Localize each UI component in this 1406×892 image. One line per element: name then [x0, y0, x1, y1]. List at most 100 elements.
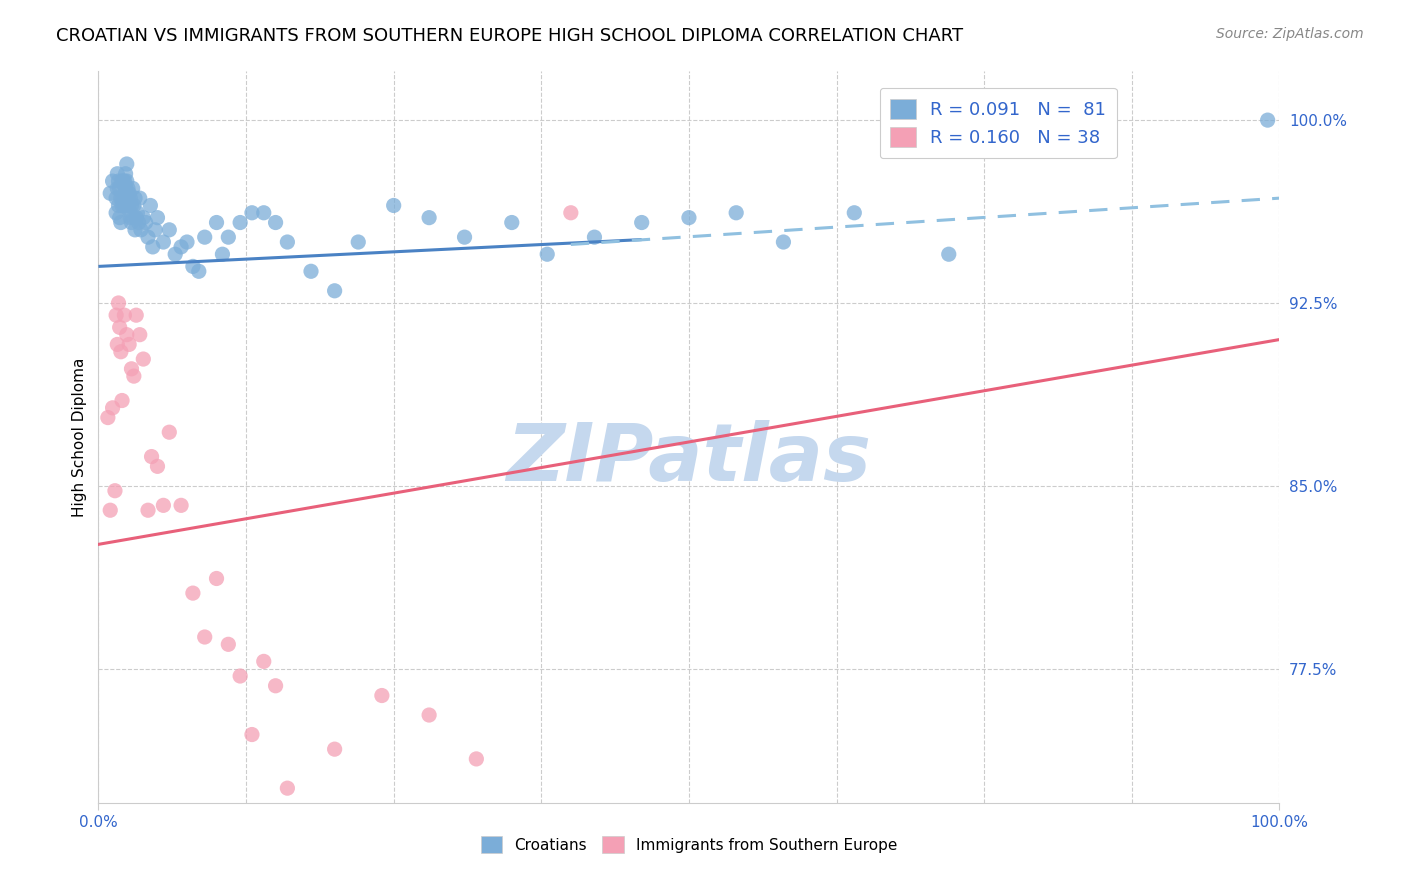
- Point: [112, 186, 135, 201]
- Point: [132, 211, 155, 225]
- Point: [125, 211, 148, 225]
- Point: [240, 206, 263, 220]
- Point: [560, 206, 582, 220]
- Point: [152, 499, 174, 513]
- Point: [418, 211, 440, 225]
- Point: [108, 320, 131, 334]
- Point: [323, 284, 346, 298]
- Point: [98, 503, 121, 517]
- Point: [111, 174, 134, 188]
- Point: [211, 247, 233, 261]
- Point: [146, 459, 169, 474]
- Point: [105, 308, 128, 322]
- Point: [276, 235, 298, 249]
- Point: [121, 198, 143, 212]
- Point: [108, 181, 131, 195]
- Point: [115, 191, 138, 205]
- Point: [276, 781, 298, 796]
- Point: [97, 410, 120, 425]
- Point: [465, 752, 488, 766]
- Point: [418, 708, 440, 723]
- Point: [101, 401, 124, 415]
- Point: [536, 247, 558, 261]
- Point: [152, 235, 174, 249]
- Point: [118, 337, 141, 351]
- Point: [181, 260, 204, 274]
- Point: [110, 215, 132, 229]
- Point: [583, 230, 606, 244]
- Point: [253, 206, 276, 220]
- Point: [127, 206, 149, 220]
- Point: [205, 215, 228, 229]
- Point: [142, 240, 165, 254]
- Point: [124, 223, 146, 237]
- Point: [139, 198, 162, 212]
- Point: [141, 450, 163, 464]
- Point: [124, 191, 146, 205]
- Point: [115, 327, 138, 342]
- Point: [107, 198, 129, 212]
- Point: [128, 215, 150, 229]
- Point: [157, 223, 180, 237]
- Point: [121, 361, 143, 376]
- Point: [264, 215, 287, 229]
- Point: [630, 215, 652, 229]
- Point: [347, 235, 370, 249]
- Point: [240, 727, 263, 741]
- Point: [501, 215, 523, 229]
- Point: [1257, 113, 1279, 128]
- Point: [132, 352, 155, 367]
- Point: [122, 369, 145, 384]
- Point: [194, 230, 217, 244]
- Point: [136, 503, 159, 517]
- Point: [117, 198, 139, 212]
- Point: [104, 483, 127, 498]
- Point: [112, 198, 135, 212]
- Point: [264, 679, 287, 693]
- Point: [121, 181, 143, 195]
- Point: [105, 167, 128, 181]
- Point: [194, 630, 217, 644]
- Point: [844, 206, 866, 220]
- Point: [111, 393, 134, 408]
- Point: [125, 308, 148, 322]
- Point: [129, 223, 152, 237]
- Point: [371, 689, 394, 703]
- Point: [453, 230, 475, 244]
- Point: [114, 167, 136, 181]
- Point: [157, 425, 180, 440]
- Point: [110, 191, 132, 205]
- Point: [107, 174, 129, 188]
- Point: [118, 203, 141, 218]
- Point: [111, 198, 134, 212]
- Point: [120, 191, 142, 205]
- Point: [217, 637, 239, 651]
- Point: [112, 308, 135, 322]
- Point: [107, 296, 129, 310]
- Point: [110, 344, 132, 359]
- Point: [128, 191, 150, 205]
- Text: CROATIAN VS IMMIGRANTS FROM SOUTHERN EUROPE HIGH SCHOOL DIPLOMA CORRELATION CHAR: CROATIAN VS IMMIGRANTS FROM SOUTHERN EUR…: [56, 27, 963, 45]
- Point: [205, 572, 228, 586]
- Point: [165, 247, 187, 261]
- Text: Source: ZipAtlas.com: Source: ZipAtlas.com: [1216, 27, 1364, 41]
- Point: [678, 211, 700, 225]
- Point: [114, 181, 136, 195]
- Point: [105, 181, 128, 195]
- Point: [146, 211, 169, 225]
- Point: [115, 174, 138, 188]
- Point: [105, 191, 128, 205]
- Point: [117, 181, 139, 195]
- Point: [108, 211, 131, 225]
- Legend: Croatians, Immigrants from Southern Europe: Croatians, Immigrants from Southern Euro…: [472, 828, 905, 861]
- Point: [170, 240, 193, 254]
- Point: [229, 669, 252, 683]
- Point: [181, 586, 204, 600]
- Point: [136, 230, 159, 244]
- Point: [122, 198, 145, 212]
- Point: [128, 327, 150, 342]
- Point: [98, 186, 121, 201]
- Point: [121, 215, 143, 229]
- Point: [170, 499, 193, 513]
- Point: [112, 174, 135, 188]
